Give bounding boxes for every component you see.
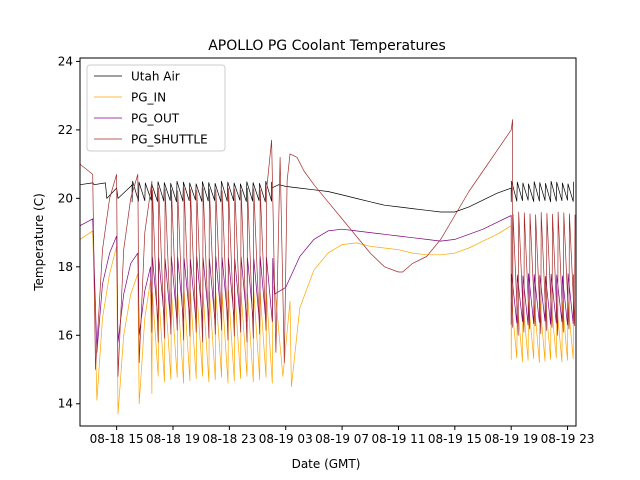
x-tick-label: 08-19 07: [315, 432, 369, 446]
y-tick-label: 22: [58, 123, 73, 137]
x-tick-label: 08-18 23: [202, 432, 256, 446]
x-tick-label: 08-19 19: [484, 432, 538, 446]
y-tick-label: 24: [58, 54, 73, 68]
x-tick-label: 08-18 19: [146, 432, 200, 446]
x-tick-label: 08-19 15: [428, 432, 482, 446]
legend-label: PG_IN: [131, 91, 166, 105]
y-tick-label: 18: [58, 260, 73, 274]
legend-box: [86, 64, 226, 152]
x-axis-label: Date (GMT): [292, 457, 361, 471]
x-tick-label: 08-19 11: [371, 432, 425, 446]
legend-label: PG_SHUTTLE: [131, 133, 208, 147]
series-layer: [80, 119, 576, 415]
chart-title: APOLLO PG Coolant Temperatures: [208, 38, 446, 54]
series-line-pg-shuttle: [80, 119, 576, 377]
x-tick-label: 08-19 03: [259, 432, 313, 446]
x-axis: 08-18 15 08-18 19 08-18 23 08-19 03 08-19 07…: [90, 426, 595, 446]
legend-label: Utah Air: [131, 70, 180, 84]
y-tick-label: 20: [58, 191, 73, 205]
series-line-utah-air: [80, 180, 574, 213]
x-tick-label: 08-19 23: [541, 432, 595, 446]
x-tick-label: 08-18 15: [90, 432, 144, 446]
y-axis: 14 16 18 20 22 24: [58, 54, 80, 411]
plot-frame: [79, 57, 577, 427]
y-tick-label: 14: [58, 397, 73, 411]
y-axis-label: Temperature (C): [32, 193, 46, 292]
y-tick-label: 16: [58, 328, 73, 342]
legend: Utah Air PG_IN PG_OUT PG_SHUTTLE: [86, 64, 226, 152]
legend-label: PG_OUT: [131, 112, 180, 126]
